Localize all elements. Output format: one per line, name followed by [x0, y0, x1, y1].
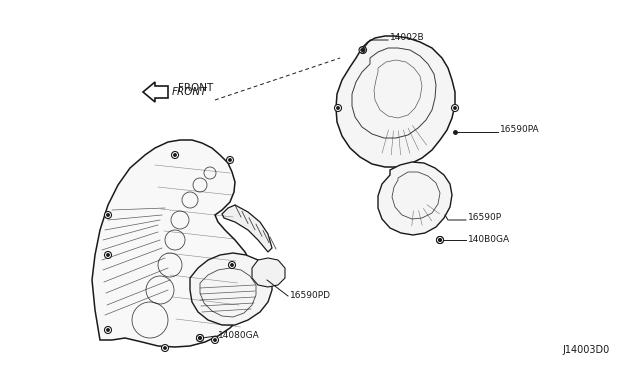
Circle shape	[359, 47, 365, 53]
Text: J14003D0: J14003D0	[563, 345, 610, 355]
Circle shape	[230, 263, 234, 267]
Polygon shape	[190, 253, 272, 325]
Polygon shape	[143, 82, 168, 102]
Circle shape	[451, 105, 458, 112]
Circle shape	[196, 334, 204, 341]
Circle shape	[438, 238, 442, 241]
Text: 140B0GA: 140B0GA	[468, 235, 510, 244]
Circle shape	[198, 336, 202, 340]
Circle shape	[104, 327, 111, 334]
Circle shape	[337, 106, 340, 110]
Polygon shape	[378, 162, 452, 235]
Circle shape	[436, 237, 444, 244]
Polygon shape	[92, 140, 255, 347]
Circle shape	[438, 238, 442, 241]
Circle shape	[172, 151, 179, 158]
Polygon shape	[336, 36, 455, 167]
Circle shape	[104, 251, 111, 259]
Circle shape	[335, 105, 342, 112]
Circle shape	[360, 46, 367, 54]
Circle shape	[106, 328, 109, 331]
Circle shape	[362, 48, 365, 52]
Polygon shape	[222, 205, 272, 252]
Circle shape	[106, 214, 109, 217]
Polygon shape	[252, 258, 285, 287]
Circle shape	[106, 253, 109, 257]
Text: FRONT: FRONT	[172, 87, 207, 97]
Circle shape	[228, 262, 236, 269]
Text: 14080GA: 14080GA	[218, 330, 260, 340]
Text: FRONT: FRONT	[178, 83, 213, 93]
Circle shape	[453, 106, 456, 110]
Text: 16590P: 16590P	[468, 214, 502, 222]
Text: 16590PD: 16590PD	[290, 291, 331, 299]
Circle shape	[104, 212, 111, 218]
Circle shape	[361, 49, 364, 51]
Circle shape	[173, 153, 177, 157]
Circle shape	[161, 344, 168, 352]
Text: 14002B: 14002B	[390, 33, 424, 42]
Circle shape	[211, 337, 218, 343]
Circle shape	[213, 339, 216, 341]
Circle shape	[198, 336, 202, 340]
Circle shape	[163, 346, 166, 350]
Circle shape	[228, 158, 232, 161]
Text: 16590PA: 16590PA	[500, 125, 540, 135]
Circle shape	[436, 237, 444, 244]
Circle shape	[227, 157, 234, 164]
Circle shape	[196, 334, 204, 341]
